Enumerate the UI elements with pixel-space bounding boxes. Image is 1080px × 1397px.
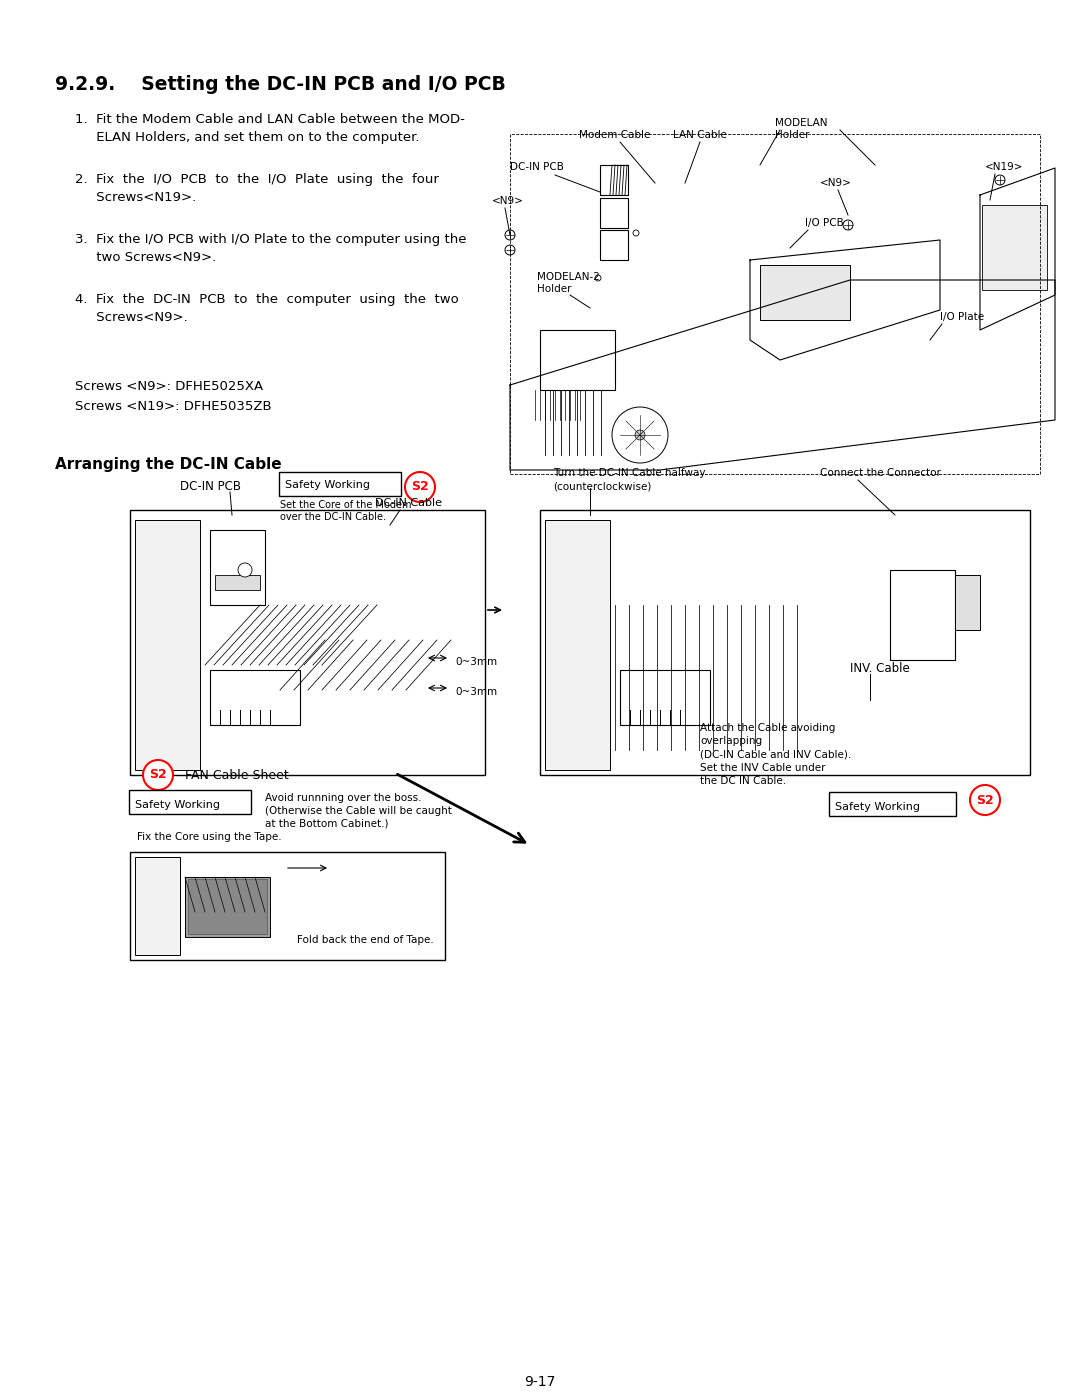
Bar — [545, 520, 610, 770]
Circle shape — [505, 244, 515, 256]
Bar — [760, 265, 850, 320]
Circle shape — [405, 472, 435, 502]
Text: MODELAN
Holder: MODELAN Holder — [775, 117, 827, 141]
Text: Arranging the DC-IN Cable: Arranging the DC-IN Cable — [55, 457, 282, 472]
Text: 9.2.9.    Setting the DC-IN PCB and I/O PCB: 9.2.9. Setting the DC-IN PCB and I/O PCB — [55, 75, 505, 94]
Text: Screws <N9>: DFHE5025XA
Screws <N19>: DFHE5035ZB: Screws <N9>: DFHE5025XA Screws <N19>: DF… — [75, 380, 272, 414]
Text: DC-IN PCB: DC-IN PCB — [510, 162, 564, 172]
Text: 3.  Fix the I/O PCB with I/O Plate to the computer using the
     two Screws<N9>: 3. Fix the I/O PCB with I/O Plate to the… — [75, 233, 467, 264]
Text: Modem Cable: Modem Cable — [579, 130, 650, 140]
Text: 4.  Fix  the  DC-IN  PCB  to  the  computer  using  the  two
     Screws<N9>.: 4. Fix the DC-IN PCB to the computer usi… — [75, 293, 459, 324]
Text: S2: S2 — [411, 481, 429, 493]
Text: S2: S2 — [149, 768, 167, 781]
Text: 2.  Fix  the  I/O  PCB  to  the  I/O  Plate  using  the  four
     Screws<N19>.: 2. Fix the I/O PCB to the I/O Plate usin… — [75, 173, 438, 204]
Text: Turn the DC-IN Cable halfway
(counterclockwise): Turn the DC-IN Cable halfway (counterclo… — [553, 468, 705, 492]
Text: Fold back the end of Tape.: Fold back the end of Tape. — [297, 935, 434, 944]
Bar — [600, 231, 627, 260]
Text: 1.  Fit the Modem Cable and LAN Cable between the MOD-
     ELAN Holders, and se: 1. Fit the Modem Cable and LAN Cable bet… — [75, 113, 464, 144]
Text: MODELAN-2
Holder: MODELAN-2 Holder — [537, 272, 599, 295]
Text: LAN Cable: LAN Cable — [673, 130, 727, 140]
Text: INV. Cable: INV. Cable — [850, 662, 909, 675]
FancyBboxPatch shape — [829, 792, 956, 816]
Circle shape — [633, 231, 639, 236]
Bar — [135, 856, 180, 956]
Text: 0~3mm: 0~3mm — [455, 687, 497, 697]
Bar — [540, 330, 615, 390]
Bar — [982, 205, 1047, 291]
Circle shape — [143, 760, 173, 789]
Text: Set the Core of the Modem
over the DC-IN Cable.: Set the Core of the Modem over the DC-IN… — [280, 500, 411, 522]
FancyBboxPatch shape — [279, 472, 401, 496]
Text: <N9>: <N9> — [492, 196, 524, 205]
Text: Attach the Cable avoiding
overlapping
(DC-IN Cable and INV Cable).
Set the INV C: Attach the Cable avoiding overlapping (D… — [700, 724, 851, 785]
Text: DC-IN Cable: DC-IN Cable — [375, 497, 442, 509]
Text: <N19>: <N19> — [985, 162, 1024, 172]
Text: <N9>: <N9> — [820, 177, 852, 189]
Text: Safety Working: Safety Working — [135, 800, 220, 810]
Bar — [890, 570, 955, 659]
Text: FAN Cable Sheet: FAN Cable Sheet — [185, 768, 288, 782]
FancyBboxPatch shape — [129, 789, 251, 814]
Text: DC-IN PCB: DC-IN PCB — [180, 481, 241, 493]
Bar — [600, 165, 627, 196]
Bar — [130, 852, 445, 960]
Text: Fix the Core using the Tape.: Fix the Core using the Tape. — [137, 833, 282, 842]
Circle shape — [843, 219, 853, 231]
Bar — [210, 671, 300, 725]
Bar — [540, 510, 1030, 775]
Bar — [188, 879, 267, 935]
Text: Safety Working: Safety Working — [835, 802, 920, 812]
Bar — [130, 510, 485, 775]
Text: Safety Working: Safety Working — [285, 481, 370, 490]
Bar — [510, 134, 1040, 474]
Circle shape — [505, 231, 515, 240]
Circle shape — [635, 430, 645, 440]
Text: 9-17: 9-17 — [524, 1375, 556, 1389]
Text: I/O Plate: I/O Plate — [940, 312, 984, 321]
Text: Avoid runnning over the boss.
(Otherwise the Cable will be caught
at the Bottom : Avoid runnning over the boss. (Otherwise… — [265, 793, 451, 828]
Circle shape — [238, 563, 252, 577]
Bar — [600, 198, 627, 228]
Circle shape — [995, 175, 1005, 184]
Bar — [215, 576, 260, 590]
Text: 0~3mm: 0~3mm — [455, 657, 497, 666]
Circle shape — [612, 407, 669, 462]
Bar — [135, 520, 200, 770]
Text: Connect the Connector: Connect the Connector — [820, 468, 941, 478]
Text: I/O PCB: I/O PCB — [805, 218, 843, 228]
Bar — [210, 529, 265, 605]
Circle shape — [970, 785, 1000, 814]
Text: S2: S2 — [976, 793, 994, 806]
Bar — [955, 576, 980, 630]
Bar — [185, 877, 270, 937]
Circle shape — [595, 275, 600, 281]
Bar — [620, 671, 710, 725]
